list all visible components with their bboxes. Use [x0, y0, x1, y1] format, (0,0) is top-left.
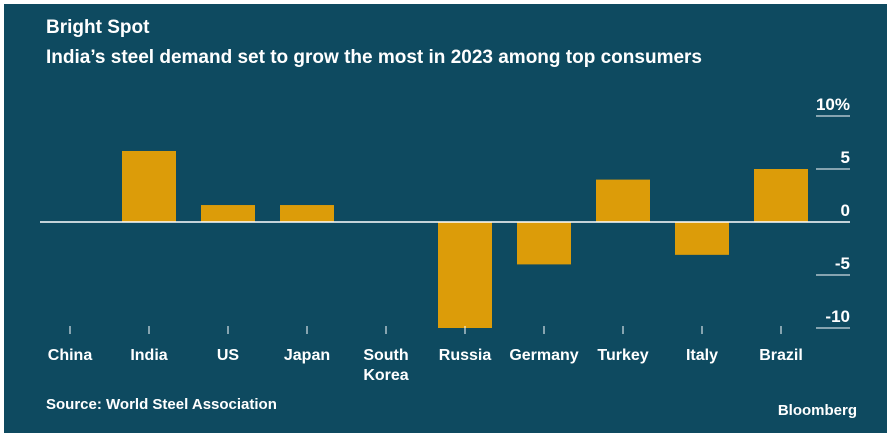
bar-turkey	[596, 179, 650, 222]
chart-frame: Bright Spot India’s steel demand set to …	[4, 4, 887, 433]
bar-germany	[517, 222, 571, 265]
bar-us	[201, 205, 255, 222]
brand-logo: Bloomberg	[777, 402, 857, 419]
bar-russia	[438, 222, 492, 328]
y-tick-label: 5	[841, 148, 850, 167]
bars-group	[122, 150, 808, 328]
x-axis: China India US Japan South Korea Russia Germany…	[48, 326, 803, 384]
y-tick-label: -5	[835, 254, 850, 273]
x-tick-label: Russia	[439, 347, 492, 364]
x-tick-label: Italy	[686, 347, 718, 364]
source-note: Source: World Steel Association	[46, 396, 277, 413]
bar-india	[122, 150, 176, 222]
y-tick-label: 0	[841, 201, 850, 220]
bar-japan	[280, 205, 334, 222]
bar-brazil	[754, 169, 808, 222]
x-tick-label: China	[48, 347, 93, 364]
chart-subtitle: India’s steel demand set to grow the mos…	[46, 47, 702, 68]
y-tick-label: 10%	[816, 95, 850, 114]
x-tick-label: US	[217, 347, 240, 364]
x-tick-label: South Korea	[363, 347, 408, 384]
x-tick-label: Germany	[509, 347, 578, 364]
x-tick-label: Japan	[284, 347, 330, 364]
bar-italy	[675, 222, 729, 255]
x-tick-label: Turkey	[597, 347, 648, 364]
x-tick-label: Brazil	[759, 347, 803, 364]
y-tick-label: -10	[825, 307, 850, 326]
bar-chart: 10% 5 0 -5 -10 China India US Japan South Korea Ru…	[40, 95, 850, 384]
y-axis: 10% 5 0 -5 -10	[816, 95, 850, 329]
x-tick-label: India	[130, 347, 167, 364]
chart-title: Bright Spot	[46, 17, 150, 38]
